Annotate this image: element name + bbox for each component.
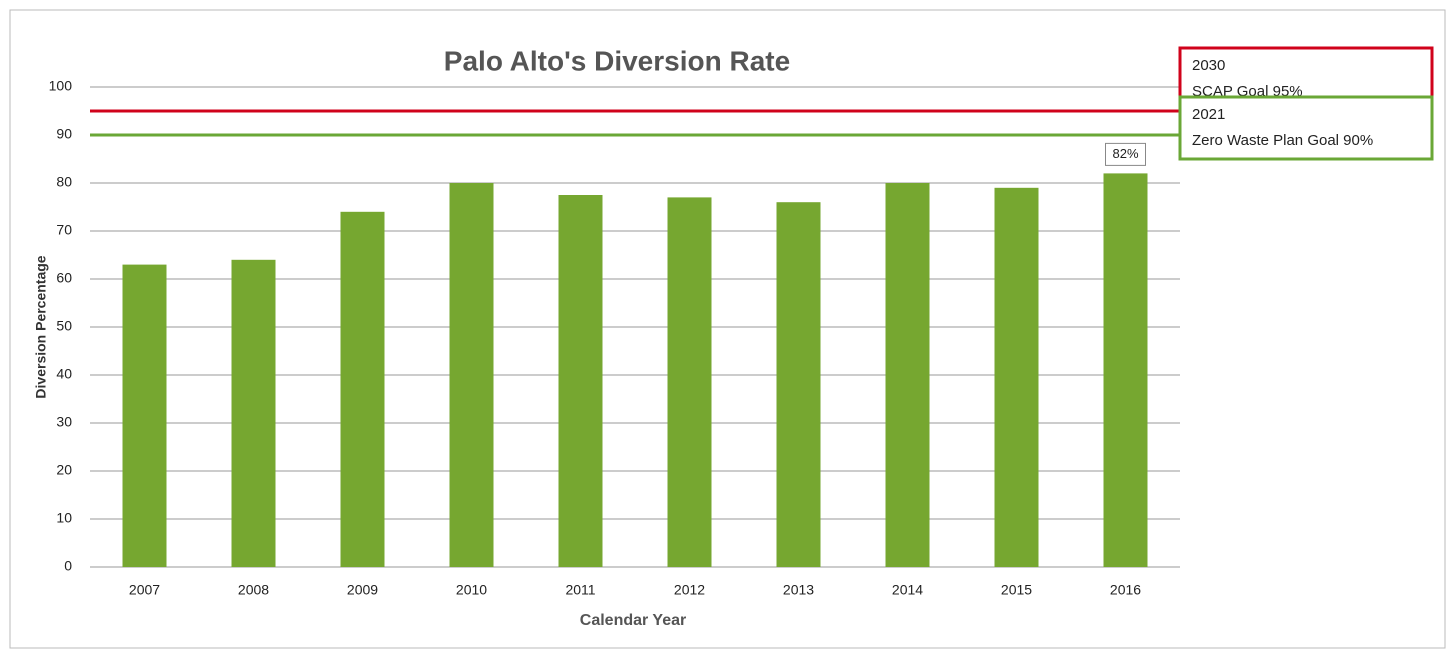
x-tick-label: 2016 bbox=[1110, 582, 1141, 598]
reference-label: 2030 bbox=[1192, 57, 1225, 74]
y-tick-label: 20 bbox=[56, 462, 72, 478]
value-label: 82% bbox=[1112, 146, 1138, 161]
reference-label: Zero Waste Plan Goal 90% bbox=[1192, 132, 1373, 149]
y-tick-label: 30 bbox=[56, 414, 72, 430]
y-tick-label: 50 bbox=[56, 318, 72, 334]
bar bbox=[340, 211, 385, 568]
reference-label-box bbox=[1178, 95, 1434, 161]
y-tick-label: 90 bbox=[56, 126, 72, 142]
y-tick-label: 10 bbox=[56, 510, 72, 526]
y-tick-label: 70 bbox=[56, 222, 72, 238]
x-tick-label: 2013 bbox=[783, 582, 814, 598]
x-tick-label: 2008 bbox=[238, 582, 269, 598]
x-tick-label: 2010 bbox=[456, 582, 487, 598]
bar bbox=[558, 195, 603, 567]
value-label-box bbox=[1105, 142, 1146, 166]
chart-title: Palo Alto's Diversion Rate bbox=[444, 45, 790, 76]
y-axis-label: Diversion Percentage bbox=[33, 255, 49, 398]
x-tick-label: 2015 bbox=[1001, 582, 1032, 598]
y-tick-label: 0 bbox=[64, 558, 72, 574]
bar bbox=[885, 183, 930, 567]
x-tick-label: 2014 bbox=[892, 582, 923, 598]
x-tick-label: 2011 bbox=[565, 582, 595, 598]
bar bbox=[994, 187, 1039, 568]
reference-label: 2021 bbox=[1192, 106, 1225, 123]
x-tick-label: 2007 bbox=[129, 582, 160, 598]
y-tick-label: 80 bbox=[56, 174, 72, 190]
bar bbox=[231, 259, 276, 567]
bar bbox=[449, 183, 494, 567]
y-tick-label: 100 bbox=[49, 78, 73, 94]
x-axis-label: Calendar Year bbox=[580, 612, 686, 629]
y-tick-label: 60 bbox=[56, 270, 72, 286]
bar bbox=[122, 264, 167, 567]
bar bbox=[1103, 173, 1148, 567]
bar bbox=[776, 202, 821, 567]
y-tick-label: 40 bbox=[56, 366, 72, 382]
x-tick-label: 2012 bbox=[674, 582, 705, 598]
bar bbox=[667, 197, 712, 567]
x-tick-label: 2009 bbox=[347, 582, 378, 598]
